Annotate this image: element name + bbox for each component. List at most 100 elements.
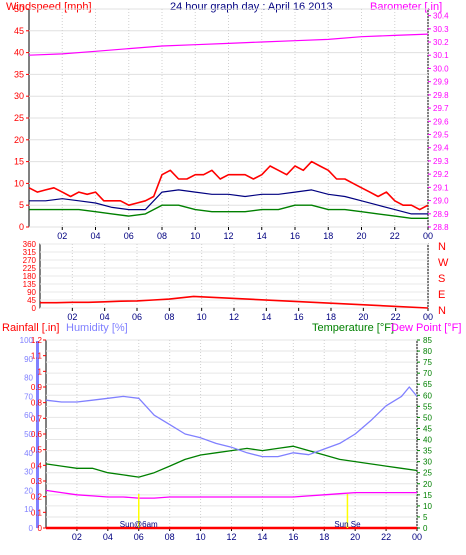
temp-y-tick-label: 40 bbox=[423, 436, 432, 445]
x-tick-label: 10 bbox=[197, 312, 207, 322]
x-tick-label: 08 bbox=[164, 312, 174, 322]
compass-label: N bbox=[438, 241, 446, 253]
direction-x-ticks: 02 04 06 08 10 12 14 16 18 20 22 00 bbox=[67, 308, 433, 322]
direction-gridlines bbox=[40, 243, 429, 309]
wind-gridlines bbox=[29, 8, 429, 228]
x-tick-label: 12 bbox=[226, 532, 236, 542]
x-tick-label: 18 bbox=[326, 312, 336, 322]
wind-y-tick-label: 35 bbox=[14, 69, 24, 79]
humidity-y-tick-label: 20 bbox=[24, 486, 33, 495]
rainfall-axis-label: Rainfall [.in] bbox=[2, 322, 59, 334]
temp-y-tick-label: 10 bbox=[423, 502, 432, 511]
wind-y-tick-label: 45 bbox=[14, 26, 24, 36]
x-tick-label: 02 bbox=[67, 312, 77, 322]
x-tick-label: 06 bbox=[124, 231, 134, 241]
x-tick-label: 14 bbox=[261, 312, 271, 322]
temp-y-tick-label: 30 bbox=[423, 458, 432, 467]
x-tick-label: 10 bbox=[196, 532, 206, 542]
barometer-y-ticks: 28.8 28.9 29.0 29.1 29.2 29.3 29.4 29.5 29.6 29.7… bbox=[428, 12, 449, 232]
direction-y-tick-label: 135 bbox=[23, 280, 37, 289]
x-tick-label: 08 bbox=[157, 231, 167, 241]
barometer-y-tick-label: 29.8 bbox=[433, 91, 449, 100]
rain-y-tick-label: 0.4 bbox=[31, 461, 43, 470]
rain-y-tick-label: 0.5 bbox=[31, 446, 43, 455]
wind-y-tick-label: 25 bbox=[14, 113, 24, 123]
barometer-y-tick-label: 29.0 bbox=[433, 197, 449, 206]
x-tick-label: 02 bbox=[57, 231, 67, 241]
dewpoint-axis-label: Dew Point [°F] bbox=[391, 322, 461, 334]
humidity-y-tick-label: 30 bbox=[24, 468, 33, 477]
direction-y-tick-label: 315 bbox=[23, 248, 37, 257]
temperature-line bbox=[45, 445, 418, 478]
barometer-y-tick-label: 29.9 bbox=[433, 78, 449, 87]
compass-label: W bbox=[438, 257, 449, 269]
rain-y-tick-label: 1 bbox=[38, 367, 43, 376]
wind-low-line bbox=[29, 204, 428, 220]
wind-y-tick-label: 0 bbox=[19, 222, 24, 232]
x-tick-label: 02 bbox=[72, 532, 82, 542]
windspeed-line bbox=[28, 160, 429, 211]
x-tick-label: 06 bbox=[134, 532, 144, 542]
direction-y-tick-label: 90 bbox=[27, 288, 36, 297]
x-tick-label: 14 bbox=[257, 231, 267, 241]
direction-y-tick-label: 180 bbox=[23, 272, 37, 281]
x-tick-label: 06 bbox=[132, 312, 142, 322]
temp-y-tick-label: 5 bbox=[423, 513, 428, 522]
barometer-y-tick-label: 29.4 bbox=[433, 144, 449, 153]
x-tick-label: 22 bbox=[391, 312, 401, 322]
temp-y-tick-label: 25 bbox=[423, 469, 432, 478]
x-tick-label: 22 bbox=[381, 532, 391, 542]
x-tick-label: 18 bbox=[323, 231, 333, 241]
rain-y-tick-label: 1.1 bbox=[31, 352, 43, 361]
compass-label: S bbox=[438, 273, 445, 285]
barometer-y-tick-label: 29.5 bbox=[433, 131, 449, 140]
humidity-y-tick-label: 10 bbox=[24, 505, 33, 514]
temp-series-lines bbox=[45, 386, 418, 530]
barometer-y-tick-label: 28.8 bbox=[433, 223, 449, 232]
temperature-y-ticks: 0 5 10 15 20 25 30 35 40 45 50 55 60 65 70 75 80 85 bbox=[417, 336, 432, 533]
direction-y-tick-label: 225 bbox=[23, 264, 37, 273]
direction-y-tick-label: 45 bbox=[27, 296, 36, 305]
temp-y-tick-label: 0 bbox=[423, 524, 428, 533]
x-tick-label: 22 bbox=[390, 231, 400, 241]
barometer-y-tick-label: 29.1 bbox=[433, 183, 449, 192]
direction-y-tick-label: 270 bbox=[23, 256, 37, 265]
humidity-y-tick-label: 0 bbox=[29, 524, 34, 533]
rain-y-tick-label: 0.6 bbox=[31, 430, 43, 439]
humidity-line bbox=[45, 386, 418, 458]
x-tick-label: 20 bbox=[350, 532, 360, 542]
compass-label: N bbox=[438, 305, 446, 317]
temp-y-tick-label: 50 bbox=[423, 413, 432, 422]
temp-y-tick-label: 80 bbox=[423, 347, 432, 356]
barometer-y-tick-label: 29.7 bbox=[433, 104, 449, 113]
x-tick-label: 04 bbox=[100, 312, 110, 322]
sun-event-label: Sun@6am bbox=[120, 520, 158, 529]
wind-y-ticks: 0 5 10 15 20 25 30 35 40 45 50 bbox=[14, 4, 29, 232]
barometer-line bbox=[28, 33, 429, 56]
temp-y-tick-label: 35 bbox=[423, 447, 432, 456]
barometer-y-tick-label: 30.4 bbox=[433, 12, 449, 21]
humidity-axis-bar bbox=[36, 341, 39, 528]
rain-y-tick-label: 0 bbox=[38, 524, 43, 533]
rain-y-tick-label: 0.1 bbox=[31, 508, 43, 517]
temp-y-tick-label: 70 bbox=[423, 369, 432, 378]
dewpoint-line bbox=[45, 489, 417, 499]
humidity-y-tick-label: 60 bbox=[24, 411, 33, 420]
x-tick-label: 20 bbox=[358, 312, 368, 322]
direction-series-lines bbox=[40, 295, 429, 309]
wind-y-tick-label: 30 bbox=[14, 91, 24, 101]
x-tick-label: 04 bbox=[103, 532, 113, 542]
barometer-y-tick-label: 29.2 bbox=[433, 170, 449, 179]
x-tick-label: 20 bbox=[356, 231, 366, 241]
humidity-y-tick-label: 100 bbox=[20, 336, 34, 345]
temp-y-tick-label: 75 bbox=[423, 358, 432, 367]
x-tick-label: 08 bbox=[165, 532, 175, 542]
rain-y-tick-label: 1.2 bbox=[31, 336, 43, 345]
humidity-y-ticks: 0 10 20 30 40 50 60 70 80 90 100 bbox=[20, 336, 34, 533]
x-tick-label: 00 bbox=[423, 231, 433, 241]
x-tick-label: 16 bbox=[290, 231, 300, 241]
barometer-y-tick-label: 30.3 bbox=[433, 25, 449, 34]
